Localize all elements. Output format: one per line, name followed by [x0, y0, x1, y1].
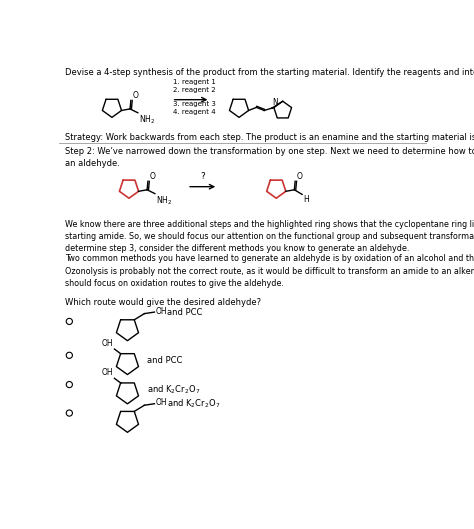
Text: H: H — [303, 195, 309, 204]
Text: NH$_2$: NH$_2$ — [155, 194, 172, 207]
Text: OH: OH — [102, 339, 114, 348]
Text: and K$_2$Cr$_2$O$_7$: and K$_2$Cr$_2$O$_7$ — [167, 397, 220, 410]
Text: ?: ? — [200, 172, 205, 181]
Text: Two common methods you have learned to generate an aldehyde is by oxidation of a: Two common methods you have learned to g… — [65, 254, 474, 288]
Text: OH: OH — [102, 368, 114, 377]
Text: OH: OH — [155, 307, 167, 316]
Text: and K$_2$Cr$_2$O$_7$: and K$_2$Cr$_2$O$_7$ — [147, 384, 200, 396]
Text: We know there are three additional steps and the highlighted ring shows that the: We know there are three additional steps… — [65, 220, 474, 253]
Text: Strategy: Work backwards from each step. The product is an enamine and the start: Strategy: Work backwards from each step.… — [65, 133, 474, 142]
Text: Step 2: We’ve narrowed down the transformation by one step. Next we need to dete: Step 2: We’ve narrowed down the transfor… — [65, 148, 474, 168]
Text: Which route would give the desired aldehyde?: Which route would give the desired aldeh… — [65, 298, 262, 307]
Text: 3. reagent 3
4. reagent 4: 3. reagent 3 4. reagent 4 — [173, 101, 216, 115]
Text: 1. reagent 1
2. reagent 2: 1. reagent 1 2. reagent 2 — [173, 79, 216, 93]
Text: and PCC: and PCC — [147, 356, 182, 365]
Text: Devise a 4-step synthesis of the product from the starting material. Identify th: Devise a 4-step synthesis of the product… — [65, 68, 474, 77]
Text: and PCC: and PCC — [167, 307, 202, 316]
Text: N: N — [273, 98, 278, 107]
Text: NH$_2$: NH$_2$ — [138, 114, 155, 126]
Text: O: O — [149, 171, 155, 180]
Text: O: O — [132, 90, 138, 99]
Text: OH: OH — [155, 398, 167, 407]
Text: O: O — [297, 171, 302, 180]
